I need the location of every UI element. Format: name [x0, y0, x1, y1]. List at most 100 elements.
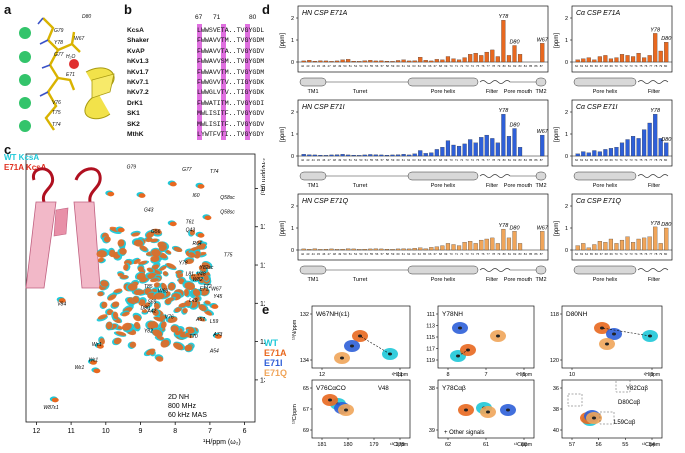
- csp-bar: [462, 242, 467, 251]
- csp-bar: [642, 57, 647, 63]
- residue-number: 43: [306, 252, 310, 256]
- alignment-sequence: LWWSVETA..TVGYGDL: [197, 27, 265, 34]
- residue-number: 56: [375, 64, 379, 68]
- legend-entry: E71I: [264, 358, 283, 368]
- peak-label: T85: [144, 284, 153, 290]
- zoom-x-tick: 11: [397, 372, 403, 378]
- residue-number: 64: [585, 158, 589, 162]
- residue-number: 62: [407, 252, 411, 256]
- alignment-name: SK2: [127, 120, 140, 128]
- csp-bar: [653, 226, 658, 251]
- zoom-title: D80NH: [566, 311, 588, 318]
- csp-y-tick-label: 1: [565, 38, 568, 44]
- alignment-name: hKv1.3: [127, 58, 149, 66]
- residue-number: 43: [306, 158, 310, 162]
- zoom-y-tick: 65: [303, 386, 309, 392]
- zoom-y-tick: 119: [426, 358, 435, 364]
- residue-number: 87: [540, 252, 544, 256]
- residue-number: 80: [664, 252, 668, 256]
- residue-number: 61: [402, 252, 406, 256]
- residue-number: 77: [649, 252, 653, 256]
- csp-bar: [301, 60, 306, 63]
- csp-bar: [451, 144, 456, 157]
- peak-labels: G79 G77 T74 I60 Q58sc G43 Q58sc T61 G56 Q43 R64 T75…: [43, 165, 235, 411]
- residue-number: 66: [428, 158, 432, 162]
- residue-number: 69: [444, 158, 448, 162]
- alignment-name: KcsA: [127, 27, 144, 34]
- alignment-row: DrK1 FWWATITM..TVGYGDI: [127, 99, 264, 109]
- residue-number: 61: [402, 64, 406, 68]
- csp-bar: [490, 138, 495, 157]
- residue-number: 63: [580, 252, 584, 256]
- csp-bar: [418, 150, 423, 157]
- topology-label: Filter: [486, 89, 498, 95]
- zoom-title: Y78Cαβ: [442, 385, 466, 392]
- csp-bar: [307, 154, 312, 157]
- csp-bar: [636, 238, 641, 251]
- zoom-x-tick: 10: [569, 372, 575, 378]
- csp-bar: [456, 245, 462, 251]
- residue-number: 78: [492, 252, 496, 256]
- residue-number: 49: [338, 252, 342, 256]
- peak-label: Y78: [179, 260, 188, 266]
- topology-label: Turret: [353, 277, 368, 283]
- alignment-name: Shaker: [127, 37, 149, 45]
- spectrum-peaks: [49, 180, 222, 403]
- topology-bar: TM1 Turret Pore helix Filter Pore mouth TM2: [299, 77, 547, 95]
- residue-number: 45: [317, 252, 321, 256]
- residue-number: 63: [580, 64, 584, 68]
- csp-bar: [625, 236, 630, 251]
- residue-number: 64: [585, 252, 589, 256]
- residue-number: 63: [580, 158, 584, 162]
- residue-number: 73: [465, 158, 469, 162]
- csp-bar: [495, 56, 500, 63]
- residue-number: 85: [529, 158, 533, 162]
- channel-cartoon: [25, 167, 102, 289]
- residue-number: 48: [333, 64, 337, 68]
- csp-bar: [384, 248, 390, 251]
- csp-bar: [517, 243, 523, 251]
- spectrum-info: 2D NH: [168, 394, 189, 401]
- residue-number: 70: [450, 158, 454, 162]
- atom-markers: [37, 17, 51, 97]
- csp-bar: [373, 154, 378, 157]
- zoom-y-tick: 39: [429, 428, 435, 434]
- peak-label: Y82: [144, 328, 153, 334]
- residue-number: 80: [664, 158, 668, 162]
- csp-annotation: W67: [537, 37, 549, 43]
- residue-number: 47: [328, 64, 332, 68]
- csp-bar: [501, 114, 506, 157]
- csp-bar: [473, 53, 478, 63]
- peak-label: Q58sc: [220, 195, 235, 201]
- zoom-y-tick: 132: [300, 312, 309, 318]
- x-tick-label: 11: [67, 428, 74, 435]
- csp-bar: [462, 143, 467, 157]
- csp-bar: [379, 60, 384, 63]
- csp-bar: [517, 54, 523, 63]
- csp-bar: [390, 61, 395, 63]
- zoom-y-tick: 120: [550, 358, 559, 364]
- residue-number: 77: [649, 158, 653, 162]
- residue-number: 46: [322, 64, 326, 68]
- y-axis-label: ¹⁵N/ppm (ω₁): [260, 158, 265, 195]
- csp-y-axis-label: [ppm]: [554, 127, 560, 142]
- residue-number: 72: [624, 252, 628, 256]
- residue-number: 58: [386, 252, 390, 256]
- alignment-sequence: LYWTFVTI..TVGYGDY: [197, 131, 265, 139]
- csp-bar: [647, 122, 652, 157]
- zoom-x-unit: ¹H/ppm: [392, 372, 408, 378]
- peak-label: E71, W67: [199, 286, 221, 292]
- residue-number: 81: [508, 252, 512, 256]
- zoom-y-axis-label-c: ¹³C/ppm: [292, 404, 298, 424]
- residue-number: 79: [659, 252, 663, 256]
- peak-label: Wε1: [92, 342, 102, 348]
- csp-bar: [401, 248, 406, 251]
- csp-bar: [479, 137, 484, 157]
- residue-number: 77: [487, 64, 491, 68]
- csp-bar: [368, 60, 373, 63]
- residue-number: 86: [534, 64, 538, 68]
- peak-label: Wε1: [75, 365, 85, 371]
- alignment-sequence: FWWAVVTA..TVGYGDV: [197, 47, 265, 55]
- alignment-sequence: MWLISITF..TVGYGDV: [197, 110, 265, 118]
